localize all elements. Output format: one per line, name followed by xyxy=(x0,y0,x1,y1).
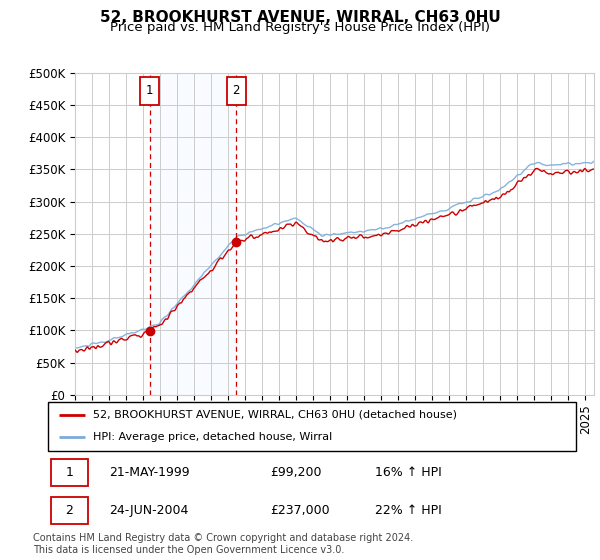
Text: 1: 1 xyxy=(65,466,73,479)
Text: 2: 2 xyxy=(65,504,73,517)
Text: HPI: Average price, detached house, Wirral: HPI: Average price, detached house, Wirr… xyxy=(93,432,332,442)
FancyBboxPatch shape xyxy=(227,77,245,105)
Text: £99,200: £99,200 xyxy=(270,466,321,479)
Text: 24-JUN-2004: 24-JUN-2004 xyxy=(109,504,188,517)
Text: £237,000: £237,000 xyxy=(270,504,329,517)
Text: 52, BROOKHURST AVENUE, WIRRAL, CH63 0HU: 52, BROOKHURST AVENUE, WIRRAL, CH63 0HU xyxy=(100,10,500,25)
Text: 22% ↑ HPI: 22% ↑ HPI xyxy=(376,504,442,517)
Text: 16% ↑ HPI: 16% ↑ HPI xyxy=(376,466,442,479)
Text: 21-MAY-1999: 21-MAY-1999 xyxy=(109,466,190,479)
Text: Price paid vs. HM Land Registry's House Price Index (HPI): Price paid vs. HM Land Registry's House … xyxy=(110,21,490,34)
Text: 52, BROOKHURST AVENUE, WIRRAL, CH63 0HU (detached house): 52, BROOKHURST AVENUE, WIRRAL, CH63 0HU … xyxy=(93,410,457,420)
Bar xyxy=(149,73,236,395)
Text: 1: 1 xyxy=(146,85,153,97)
Text: Contains HM Land Registry data © Crown copyright and database right 2024.
This d: Contains HM Land Registry data © Crown c… xyxy=(33,533,413,555)
FancyBboxPatch shape xyxy=(50,459,88,486)
FancyBboxPatch shape xyxy=(48,402,576,451)
Text: 2: 2 xyxy=(233,85,240,97)
FancyBboxPatch shape xyxy=(140,77,159,105)
FancyBboxPatch shape xyxy=(50,497,88,524)
